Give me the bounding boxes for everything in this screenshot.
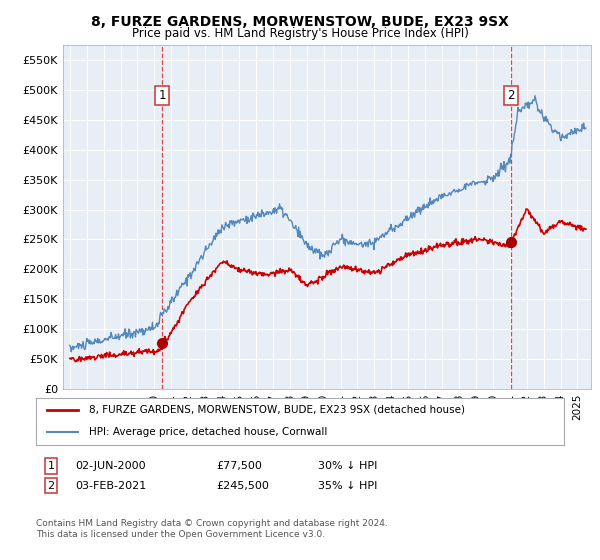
Text: 35% ↓ HPI: 35% ↓ HPI <box>318 480 377 491</box>
Text: 2: 2 <box>508 89 515 102</box>
Text: 03-FEB-2021: 03-FEB-2021 <box>75 480 146 491</box>
Text: £245,500: £245,500 <box>216 480 269 491</box>
Text: 1: 1 <box>47 461 55 471</box>
Text: 8, FURZE GARDENS, MORWENSTOW, BUDE, EX23 9SX: 8, FURZE GARDENS, MORWENSTOW, BUDE, EX23… <box>91 15 509 29</box>
Text: £77,500: £77,500 <box>216 461 262 471</box>
Text: HPI: Average price, detached house, Cornwall: HPI: Average price, detached house, Corn… <box>89 427 327 437</box>
Text: 2: 2 <box>47 480 55 491</box>
Text: Price paid vs. HM Land Registry's House Price Index (HPI): Price paid vs. HM Land Registry's House … <box>131 27 469 40</box>
Text: Contains HM Land Registry data © Crown copyright and database right 2024.
This d: Contains HM Land Registry data © Crown c… <box>36 520 388 539</box>
Text: 8, FURZE GARDENS, MORWENSTOW, BUDE, EX23 9SX (detached house): 8, FURZE GARDENS, MORWENSTOW, BUDE, EX23… <box>89 404 465 414</box>
Text: 1: 1 <box>158 89 166 102</box>
Text: 02-JUN-2000: 02-JUN-2000 <box>75 461 146 471</box>
Text: 30% ↓ HPI: 30% ↓ HPI <box>318 461 377 471</box>
